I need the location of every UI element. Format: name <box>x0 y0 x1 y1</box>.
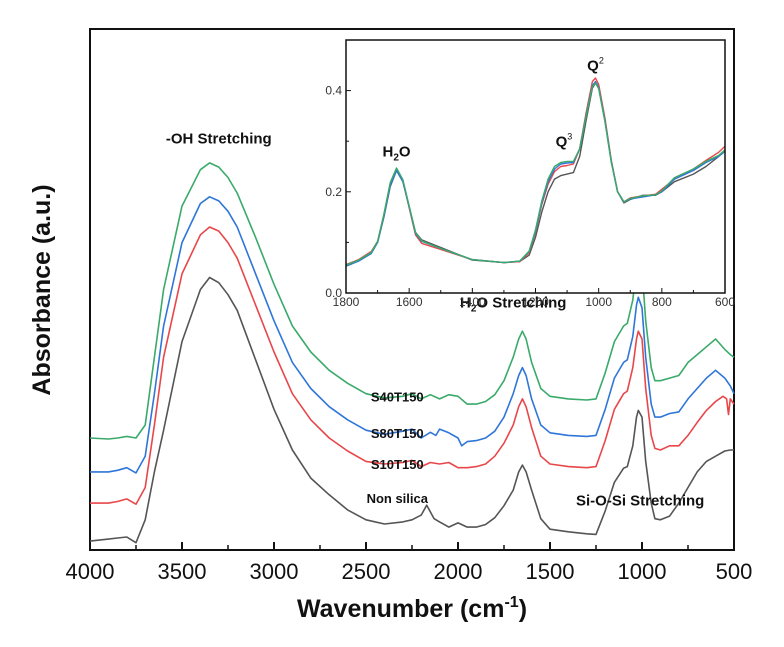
inset-annotation-q3-sup: 3 <box>567 131 572 141</box>
x-axis-title-tail: ) <box>519 595 527 623</box>
annotation-h2o-stretching: H2O Stretching <box>460 295 566 315</box>
inset-line-s80t150 <box>345 80 726 267</box>
main-x-axis: 4000 3500 3000 2500 2000 1500 1000 500 <box>66 542 753 584</box>
main-line-s80t150 <box>90 196 735 474</box>
main-x-tick-label-2500: 2500 <box>342 559 391 584</box>
main-x-tick-label-3000: 3000 <box>250 559 299 584</box>
inset-annotation-q3: Q3 <box>556 131 573 150</box>
inset-x-tick-label-800: 800 <box>652 295 672 309</box>
main-line-s10t150 <box>90 226 735 506</box>
inset-x-tick-label-1800: 1800 <box>333 295 360 309</box>
inset-axes: 1800 1600 1400 1200 1000 800 600 0.0 0.2 0.4 <box>325 84 735 309</box>
inset-x-tick-label-1400: 1400 <box>459 295 486 309</box>
series-label-s80t150: S80T150 <box>371 426 424 441</box>
x-axis-title: Wavenumber (cm-1) <box>297 594 527 623</box>
inset-series-group <box>345 77 726 267</box>
inset-y-tick-label-0: 0.0 <box>325 286 342 300</box>
main-series-group <box>89 162 735 544</box>
annotation-oh-stretching: -OH Stretching <box>166 131 272 148</box>
x-axis-title-sup: -1 <box>504 594 518 611</box>
series-label-s40t150: S40T150 <box>371 390 424 405</box>
inset-annotation-q2: Q2 <box>587 55 604 74</box>
main-line-s40t150 <box>89 162 735 440</box>
inset-x-tick-label-1000: 1000 <box>585 295 612 309</box>
series-label-s10t150: S10T150 <box>371 457 424 472</box>
inset-line-s40t150 <box>345 82 726 266</box>
x-axis-title-main: Wavenumber (cm <box>297 595 504 623</box>
inset-y-tick-label-1: 0.2 <box>325 185 342 199</box>
annotation-h2o-stretching-h: H <box>460 295 471 312</box>
inset-annotation-h2o: H2O <box>382 143 410 163</box>
annotation-si-o-si-stretching: Si-O-Si Stretching <box>576 493 704 510</box>
inset-x-tick-label-600: 600 <box>715 295 735 309</box>
inset-annotation-q2-sup: 2 <box>599 55 604 65</box>
inset-annotation-q2-q: Q <box>587 57 599 74</box>
main-x-tick-label-2000: 2000 <box>434 559 483 584</box>
main-annotations: -OH Stretching H2O Stretching Si-O-Si St… <box>166 131 704 510</box>
inset-annotation-q3-q: Q <box>556 133 568 150</box>
inset-annotation-h2o-h: H <box>382 143 393 160</box>
annotation-h2o-stretching-sub: 2 <box>471 304 477 315</box>
inset-x-tick-label-1600: 1600 <box>396 295 423 309</box>
main-x-tick-label-1000: 1000 <box>618 559 667 584</box>
main-x-tick-label-500: 500 <box>716 559 753 584</box>
main-x-tick-label-3500: 3500 <box>158 559 207 584</box>
y-axis-title: Absorbance (a.u.) <box>28 184 56 395</box>
series-label-non-silica: Non silica <box>367 491 429 506</box>
inset-annotation-h2o-sub: 2 <box>393 152 399 163</box>
inset-y-tick-label-2: 0.4 <box>325 84 342 98</box>
inset-background <box>346 40 725 293</box>
main-line-non-silica <box>89 276 734 544</box>
main-x-tick-label-4000: 4000 <box>66 559 115 584</box>
inset-x-tick-label-1200: 1200 <box>522 295 549 309</box>
annotation-h2o-stretching-rest: O Stretching <box>476 295 566 312</box>
inset-annotation-h2o-rest: O <box>399 143 411 160</box>
main-x-tick-label-1500: 1500 <box>526 559 575 584</box>
